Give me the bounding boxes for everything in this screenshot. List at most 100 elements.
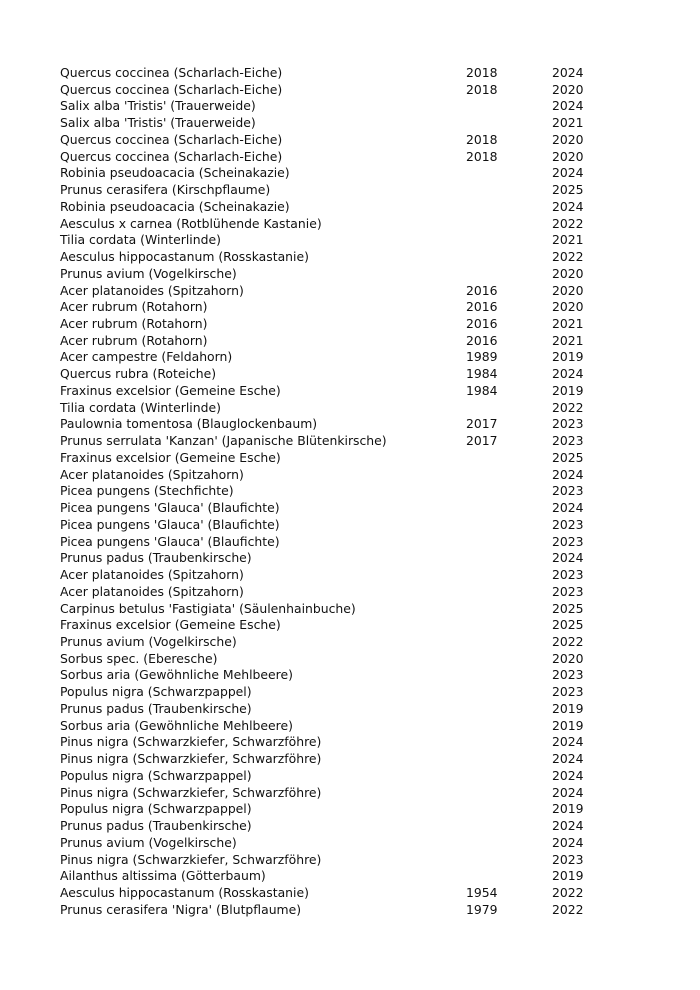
year-recorded: 2022	[552, 399, 584, 415]
table-row: Prunus serrulata 'Kanzan' (Japanische Bl…	[60, 433, 600, 450]
tree-species: Populus nigra (Schwarzpappel)	[60, 684, 252, 700]
year-recorded: 2020	[552, 81, 584, 97]
year-recorded: 2024	[552, 98, 584, 114]
tree-species: Tilia cordata (Winterlinde)	[60, 399, 221, 415]
table-row: Sorbus spec. (Eberesche) 2020	[60, 651, 600, 668]
table-row: Prunus cerasifera (Kirschpflaume) 2025	[60, 182, 600, 199]
tree-species: Paulownia tomentosa (Blauglockenbaum)	[60, 416, 318, 432]
year-recorded: 2022	[552, 633, 584, 649]
year-recorded: 2020	[552, 650, 584, 666]
year-recorded: 2024	[552, 165, 584, 181]
year-planted: 2017	[466, 433, 498, 449]
year-planted: 2016	[466, 332, 498, 348]
table-row: Prunus padus (Traubenkirsche) 2019	[60, 701, 600, 718]
tree-species: Acer platanoides (Spitzahorn)	[60, 567, 244, 583]
year-recorded: 2020	[552, 265, 584, 281]
year-planted: 1984	[466, 382, 498, 398]
table-row: Quercus coccinea (Scharlach-Eiche) 2018 20…	[60, 132, 600, 149]
tree-species: Fraxinus excelsior (Gemeine Esche)	[60, 449, 281, 465]
tree-species: Sorbus spec. (Eberesche)	[60, 650, 218, 666]
table-row: Acer rubrum (Rotahorn) 2016 2021	[60, 333, 600, 350]
tree-species: Picea pungens 'Glauca' (Blaufichte)	[60, 516, 280, 532]
table-row: Robinia pseudoacacia (Scheinakazie) 2024	[60, 165, 600, 182]
tree-species: Salix alba 'Tristis' (Trauerweide)	[60, 115, 256, 131]
year-planted: 2017	[466, 416, 498, 432]
tree-species: Pinus nigra (Schwarzkiefer, Schwarzföhre…	[60, 734, 322, 750]
tree-species: Prunus padus (Traubenkirsche)	[60, 818, 252, 834]
tree-species: Sorbus aria (Gewöhnliche Mehlbeere)	[60, 667, 293, 683]
year-planted: 2016	[466, 299, 498, 315]
table-row: Sorbus aria (Gewöhnliche Mehlbeere) 2019	[60, 718, 600, 735]
table-row: Acer rubrum (Rotahorn) 2016 2020	[60, 299, 600, 316]
tree-species: Picea pungens 'Glauca' (Blaufichte)	[60, 533, 280, 549]
tree-species: Prunus padus (Traubenkirsche)	[60, 550, 252, 566]
table-row: Paulownia tomentosa (Blauglockenbaum) 201…	[60, 416, 600, 433]
table-row: Prunus padus (Traubenkirsche) 2024	[60, 818, 600, 835]
year-recorded: 2021	[552, 115, 584, 131]
year-planted: 2018	[466, 81, 498, 97]
table-row: Tilia cordata (Winterlinde) 2021	[60, 232, 600, 249]
table-row: Ailanthus altissima (Götterbaum) 2019	[60, 868, 600, 885]
year-recorded: 2025	[552, 617, 584, 633]
table-row: Prunus avium (Vogelkirsche) 2020	[60, 266, 600, 283]
table-row: Acer campestre (Feldahorn) 1989 2019	[60, 349, 600, 366]
year-recorded: 2019	[552, 868, 584, 884]
table-row: Fraxinus excelsior (Gemeine Esche) 2025	[60, 450, 600, 467]
year-planted: 1989	[466, 349, 498, 365]
tree-species: Quercus rubra (Roteiche)	[60, 366, 217, 382]
tree-species: Prunus cerasifera (Kirschpflaume)	[60, 182, 271, 198]
table-row: Quercus rubra (Roteiche) 1984 2024	[60, 366, 600, 383]
table-row: Populus nigra (Schwarzpappel) 2024	[60, 768, 600, 785]
table-row: Prunus cerasifera 'Nigra' (Blutpflaume) 1…	[60, 902, 600, 919]
tree-species: Robinia pseudoacacia (Scheinakazie)	[60, 198, 290, 214]
year-recorded: 2019	[552, 700, 584, 716]
table-row: Aesculus hippocastanum (Rosskastanie) 195…	[60, 885, 600, 902]
year-recorded: 2025	[552, 182, 584, 198]
table-row: Populus nigra (Schwarzpappel) 2023	[60, 684, 600, 701]
tree-species: Pinus nigra (Schwarzkiefer, Schwarzföhre…	[60, 784, 322, 800]
year-recorded: 2023	[552, 851, 584, 867]
year-recorded: 2024	[552, 834, 584, 850]
table-row: Sorbus aria (Gewöhnliche Mehlbeere) 2023	[60, 667, 600, 684]
year-recorded: 2021	[552, 232, 584, 248]
table-row: Acer platanoides (Spitzahorn) 2024	[60, 467, 600, 484]
year-recorded: 2022	[552, 249, 584, 265]
table-row: Acer platanoides (Spitzahorn) 2023	[60, 584, 600, 601]
year-planted: 2018	[466, 131, 498, 147]
table-row: Acer platanoides (Spitzahorn) 2023	[60, 567, 600, 584]
tree-species: Ailanthus altissima (Götterbaum)	[60, 868, 266, 884]
table-row: Quercus coccinea (Scharlach-Eiche) 2018 20…	[60, 65, 600, 82]
year-recorded: 2021	[552, 332, 584, 348]
tree-species: Prunus avium (Vogelkirsche)	[60, 265, 237, 281]
year-planted: 2016	[466, 282, 498, 298]
year-recorded: 2020	[552, 148, 584, 164]
year-planted: 2018	[466, 65, 498, 80]
tree-species: Picea pungens (Stechfichte)	[60, 483, 234, 499]
year-recorded: 2019	[552, 717, 584, 733]
tree-species: Carpinus betulus 'Fastigiata' (Säulenhai…	[60, 600, 356, 616]
tree-species: Picea pungens 'Glauca' (Blaufichte)	[60, 500, 280, 516]
tree-species: Populus nigra (Schwarzpappel)	[60, 767, 252, 783]
year-recorded: 2019	[552, 349, 584, 365]
table-row: Robinia pseudoacacia (Scheinakazie) 2024	[60, 199, 600, 216]
year-recorded: 2024	[552, 466, 584, 482]
year-recorded: 2019	[552, 382, 584, 398]
year-recorded: 2019	[552, 801, 584, 817]
tree-species: Fraxinus excelsior (Gemeine Esche)	[60, 382, 281, 398]
year-recorded: 2025	[552, 600, 584, 616]
year-recorded: 2022	[552, 901, 584, 917]
table-row: Tilia cordata (Winterlinde) 2022	[60, 400, 600, 417]
tree-species: Acer rubrum (Rotahorn)	[60, 299, 208, 315]
year-recorded: 2023	[552, 433, 584, 449]
tree-species: Quercus coccinea (Scharlach-Eiche)	[60, 81, 283, 97]
year-recorded: 2024	[552, 751, 584, 767]
tree-species: Quercus coccinea (Scharlach-Eiche)	[60, 148, 283, 164]
tree-species: Quercus coccinea (Scharlach-Eiche)	[60, 131, 283, 147]
table-row: Picea pungens (Stechfichte) 2023	[60, 483, 600, 500]
year-recorded: 2023	[552, 483, 584, 499]
year-recorded: 2024	[552, 65, 584, 80]
tree-species: Aesculus x carnea (Rotblühende Kastanie)	[60, 215, 322, 231]
table-row: Quercus coccinea (Scharlach-Eiche) 2018 20…	[60, 149, 600, 166]
tree-species: Robinia pseudoacacia (Scheinakazie)	[60, 165, 290, 181]
table-row: Fraxinus excelsior (Gemeine Esche) 2025	[60, 617, 600, 634]
